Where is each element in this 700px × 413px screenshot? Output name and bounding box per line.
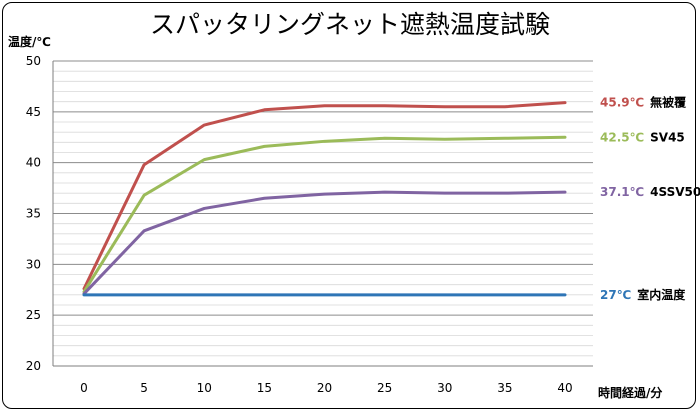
series-end-value: 45.9℃ bbox=[600, 96, 644, 110]
series-line bbox=[82, 190, 567, 296]
series-name: SV45 bbox=[650, 130, 685, 144]
series-end-label: 37.1℃ 4SSV50 bbox=[600, 185, 700, 199]
series-end-label: 45.9℃ 無被覆 bbox=[600, 95, 687, 110]
series-end-value: 37.1℃ bbox=[600, 185, 644, 199]
series-end-label: 42.5℃ SV45 bbox=[600, 130, 685, 144]
series-end-value: 42.5℃ bbox=[600, 130, 644, 144]
y-tick-label: 30 bbox=[26, 257, 41, 271]
x-tick-label: 35 bbox=[497, 381, 512, 395]
x-tick-label: 25 bbox=[377, 381, 392, 395]
series-line bbox=[82, 135, 567, 294]
x-tick-label: 20 bbox=[317, 381, 332, 395]
x-axis-label: 時間経過/分 bbox=[598, 385, 662, 400]
series-name: 4SSV50 bbox=[650, 185, 700, 199]
y-tick-label: 50 bbox=[26, 54, 41, 68]
y-tick-label: 35 bbox=[26, 207, 41, 221]
chart-frame bbox=[2, 2, 696, 409]
series-line bbox=[82, 101, 567, 291]
series-lines bbox=[82, 101, 567, 297]
series-name: 無被覆 bbox=[650, 95, 687, 110]
series-end-label: 27℃ 室内温度 bbox=[600, 287, 686, 302]
series-name: 室内温度 bbox=[637, 287, 686, 302]
tick-labels: 20 25 30 35 40 45 50 0 5 10 15 20 25 30 35 40 bbox=[26, 54, 573, 395]
x-tick-label: 10 bbox=[197, 381, 212, 395]
y-tick-label: 20 bbox=[26, 359, 41, 373]
series-end-value: 27℃ bbox=[600, 288, 631, 302]
chart-title: スパッタリングネット遮熱温度試験 bbox=[150, 10, 550, 39]
y-tick-label: 40 bbox=[26, 156, 41, 170]
y-axis-label: 温度/℃ bbox=[8, 34, 51, 49]
x-tick-label: 15 bbox=[257, 381, 272, 395]
x-tick-label: 30 bbox=[437, 381, 452, 395]
axes bbox=[52, 61, 593, 367]
y-tick-label: 25 bbox=[26, 308, 41, 322]
series-end-labels: 45.9℃ 無被覆 42.5℃ SV45 37.1℃ 4SSV50 27℃ 室内温度 bbox=[600, 95, 700, 302]
x-tick-label: 5 bbox=[140, 381, 148, 395]
x-tick-label: 40 bbox=[557, 381, 572, 395]
x-tick-label: 0 bbox=[80, 381, 88, 395]
y-tick-label: 45 bbox=[26, 105, 41, 119]
